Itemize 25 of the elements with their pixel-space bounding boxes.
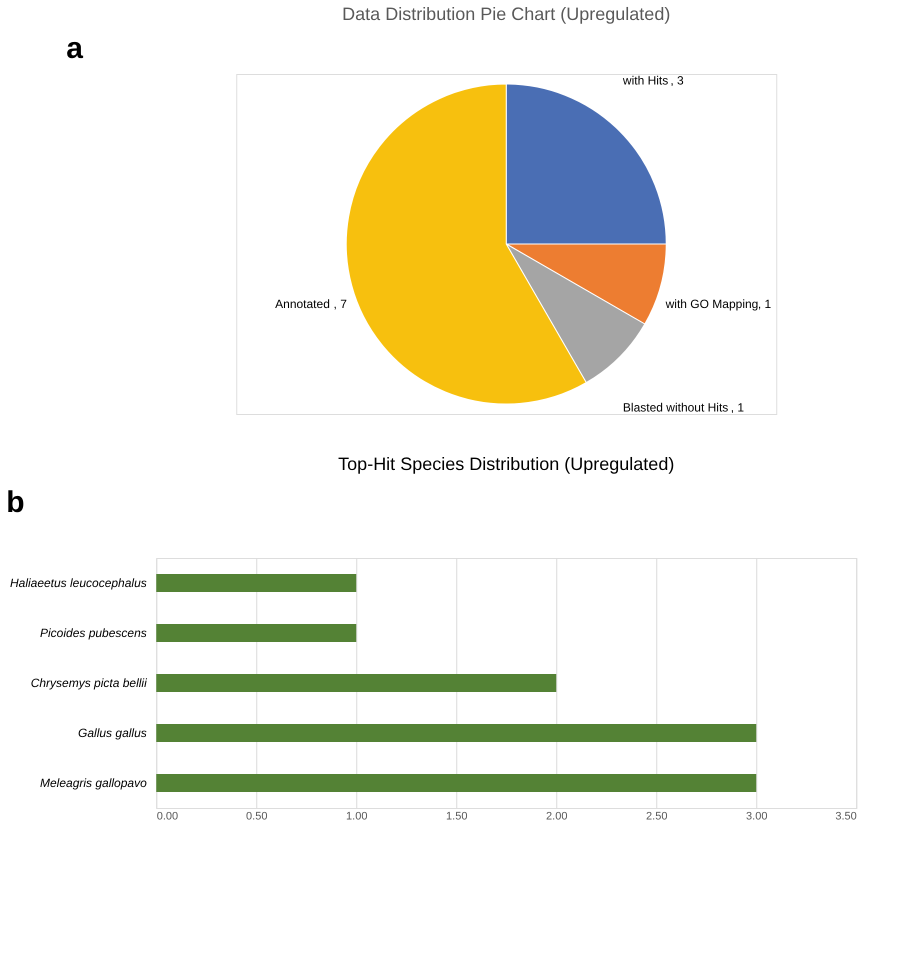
text: b — [6, 486, 25, 519]
y-tick-label: Chrysemys picta bellii — [30, 676, 148, 690]
y-tick-label: Meleagris gallopavo — [40, 776, 148, 790]
x-tick-label: 3.50 — [835, 810, 857, 822]
x-tick-label: 0.50 — [246, 810, 268, 822]
x-tick-label: 0.00 — [156, 810, 178, 822]
x-tick-label: 2.50 — [646, 810, 668, 822]
text: a — [66, 32, 84, 65]
x-tick-label: 1.50 — [446, 810, 468, 822]
chart-title: Top-Hit Species Distribution (Upregulated) — [338, 454, 674, 474]
y-tick-label: Picoides pubescens — [40, 626, 147, 640]
x-tick-label: 3.00 — [746, 810, 768, 822]
data-label: , 1 — [730, 400, 744, 414]
y-tick-label: Haliaeetus leucocephalus — [10, 576, 147, 590]
data-label: , 1 — [758, 296, 772, 311]
slice-label: with Hits — [622, 74, 668, 88]
slice-label: with GO Mapping — [664, 296, 758, 311]
slice-label: Blasted without Hits — [622, 400, 728, 414]
data-label: , 3 — [670, 74, 684, 88]
data-label: , 7 — [334, 296, 348, 311]
slice-label: Annotated — [275, 296, 330, 311]
chart-title: Data Distribution Pie Chart (Upregulated) — [342, 4, 670, 24]
x-tick-label: 2.00 — [546, 810, 568, 822]
x-tick-label: 1.00 — [346, 810, 368, 822]
y-tick-label: Gallus gallus — [78, 726, 147, 740]
